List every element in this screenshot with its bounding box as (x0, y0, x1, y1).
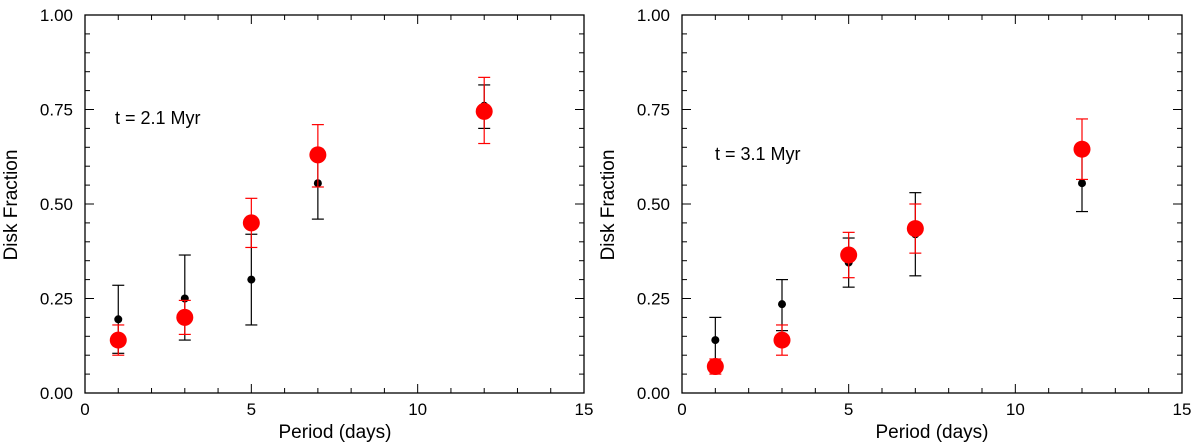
x-tick-label: 10 (1006, 400, 1025, 419)
y-tick-label: 0.25 (637, 290, 670, 309)
y-tick-label: 0.75 (637, 101, 670, 120)
red-data-point (176, 308, 194, 326)
red-data-point (309, 146, 327, 164)
y-tick-label: 1.00 (40, 6, 73, 25)
black-data-point (114, 315, 123, 324)
time-annotation: t = 2.1 Myr (115, 108, 201, 128)
x-tick-label: 15 (1173, 400, 1192, 419)
y-tick-label: 0.50 (637, 195, 670, 214)
y-tick-label: 1.00 (637, 6, 670, 25)
plot-area: 0 5 10 15 0.00 0.25 0.50 0.75 1.00 (637, 6, 1192, 419)
red-data-point (475, 102, 493, 120)
x-tick-label: 5 (247, 400, 256, 419)
red-data-point (840, 246, 858, 264)
y-axis-label: Disk Fraction (598, 150, 619, 261)
x-axis-label: Period (days) (279, 422, 392, 443)
red-data-point (109, 331, 127, 349)
x-tick-label: 5 (844, 400, 853, 419)
y-tick-label: 0.50 (40, 195, 73, 214)
y-tick-label: 0.25 (40, 290, 73, 309)
x-tick-label: 10 (408, 400, 427, 419)
black-data-point (711, 336, 720, 345)
black-data-point (778, 300, 786, 309)
plot-area: 0 5 10 15 0.00 0.25 0.50 0.75 1.00 (40, 6, 594, 419)
y-tick-label: 0.00 (637, 384, 670, 403)
chart-panel-left: 0 5 10 15 0.00 0.25 0.50 0.75 1.00 t = 2.1 Myr P… (1, 6, 593, 443)
x-tick-label: 0 (80, 400, 89, 419)
red-data-point (906, 220, 924, 238)
plot-frame (84, 14, 585, 394)
red-data-point (242, 214, 260, 232)
black-data-point (1078, 179, 1086, 188)
x-tick-label: 0 (677, 400, 686, 419)
y-tick-label: 0.75 (40, 101, 73, 120)
y-axis-label: Disk Fraction (1, 150, 22, 261)
x-tick-label: 15 (575, 400, 594, 419)
red-data-point (706, 358, 724, 376)
y-tick-label: 0.00 (40, 384, 73, 403)
black-data-point (247, 275, 256, 284)
red-data-point (1073, 140, 1091, 158)
red-data-point (773, 331, 791, 349)
time-annotation: t = 3.1 Myr (715, 144, 801, 164)
plot-frame (681, 14, 1183, 394)
x-axis-label: Period (days) (876, 422, 989, 443)
chart-panel-right: 0 5 10 15 0.00 0.25 0.50 0.75 1.00 t = 3.1 Myr P… (598, 6, 1191, 443)
